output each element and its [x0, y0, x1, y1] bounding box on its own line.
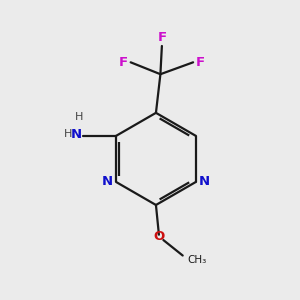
Text: F: F [157, 31, 167, 44]
Text: O: O [153, 230, 164, 243]
Text: N: N [70, 128, 82, 141]
Text: N: N [102, 176, 113, 188]
Text: F: F [196, 56, 205, 69]
Text: N: N [199, 176, 210, 188]
Text: H: H [63, 129, 72, 139]
Text: F: F [119, 56, 128, 69]
Text: H: H [75, 112, 84, 122]
Text: CH₃: CH₃ [187, 255, 206, 265]
